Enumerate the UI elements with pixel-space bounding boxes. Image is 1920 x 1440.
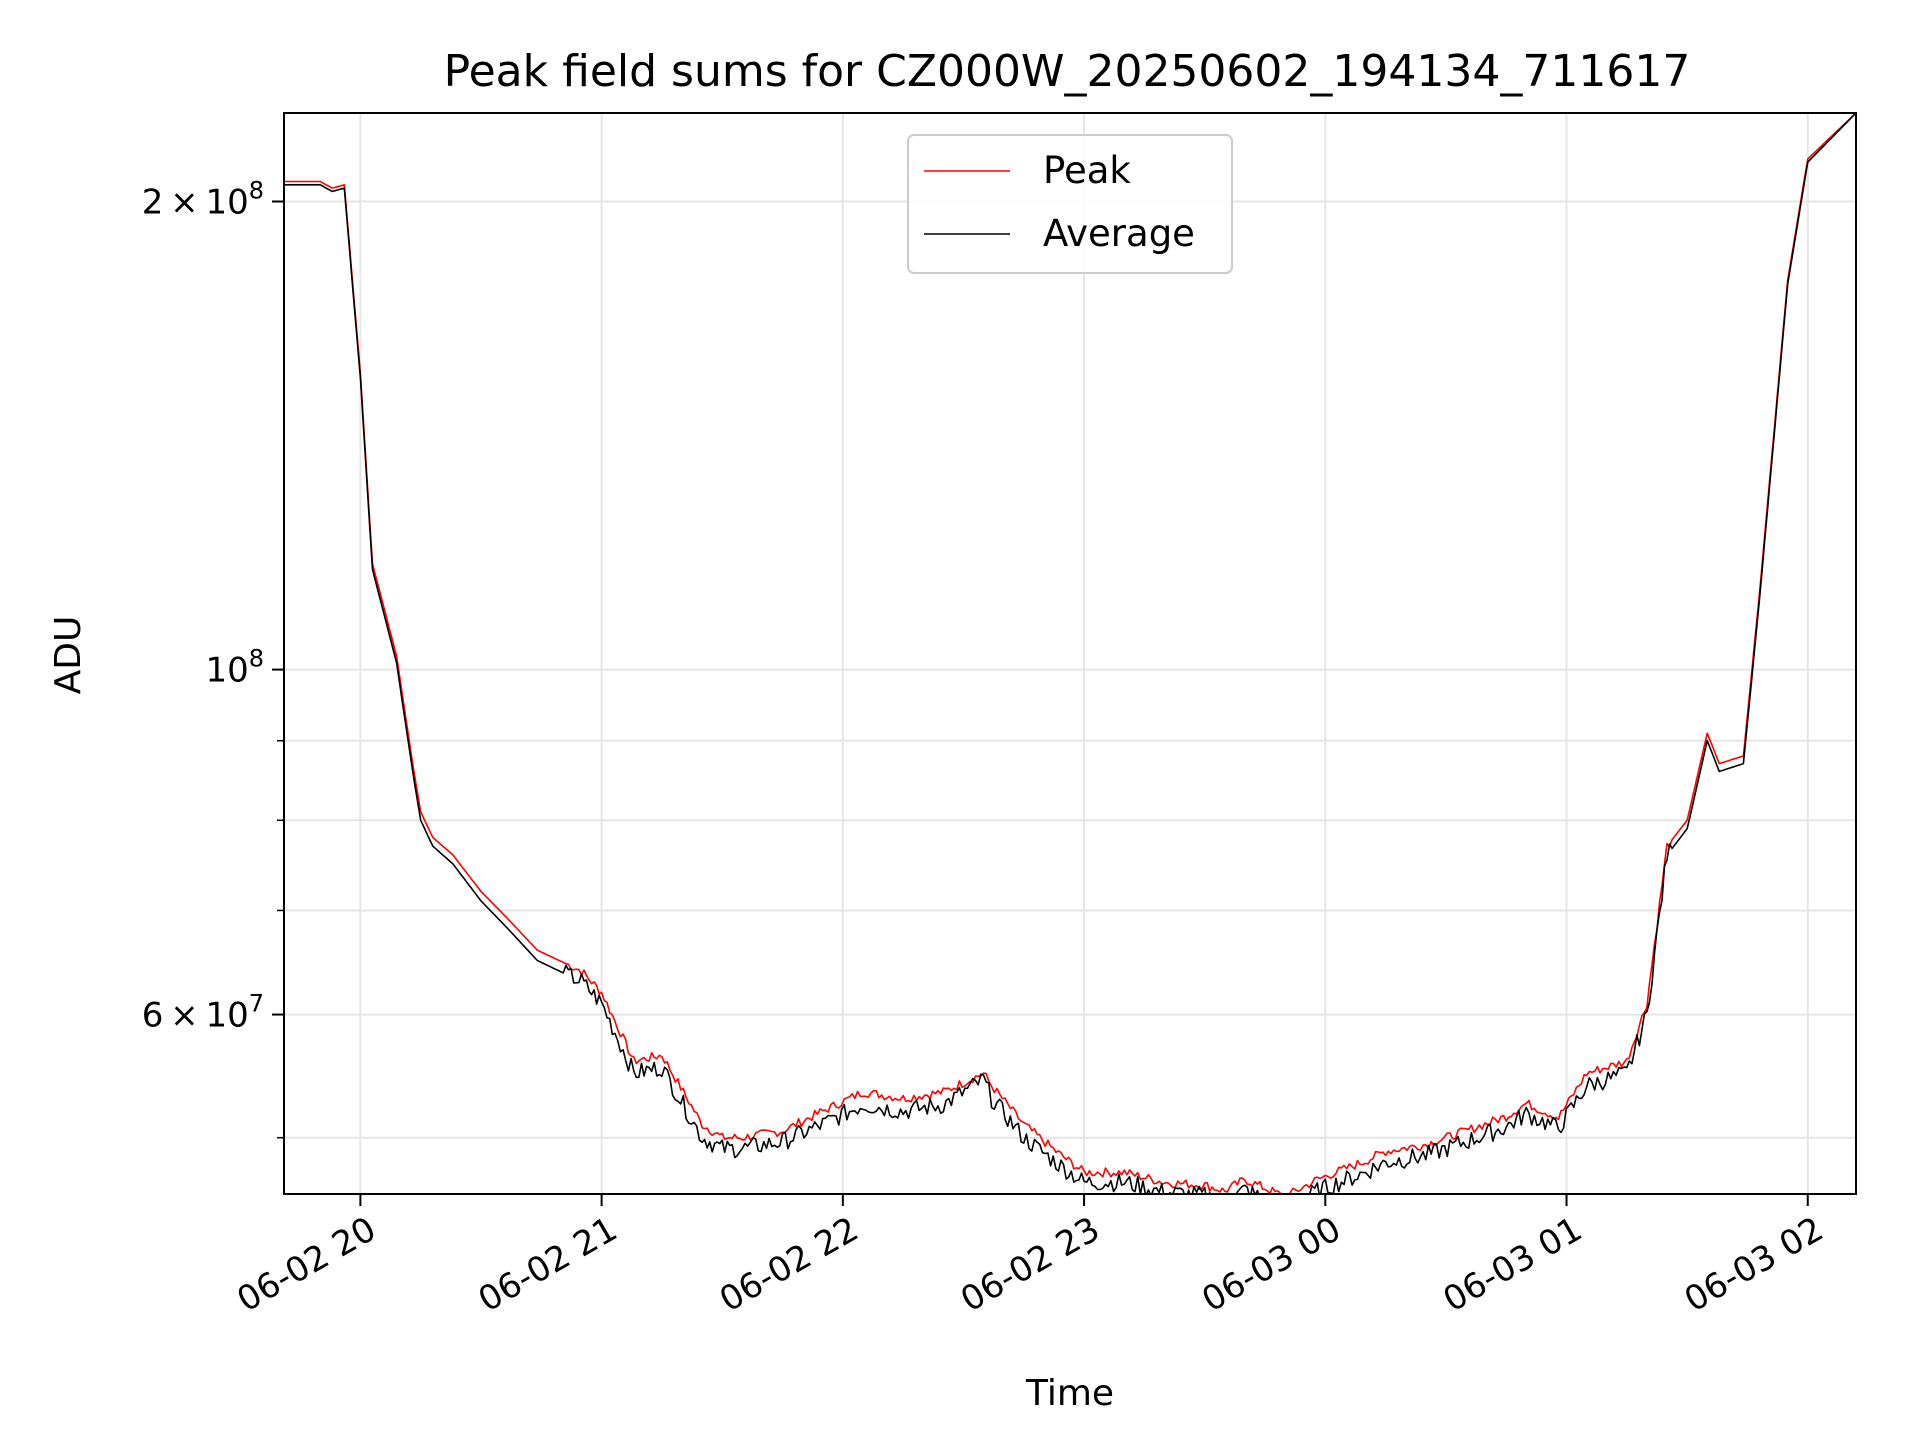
y-axis-label: ADU [48,616,89,695]
y-tick-label: 6 × 107 [142,990,264,1036]
chart-title: Peak field sums for CZ000W_20250602_1941… [444,46,1691,97]
grid-lines [284,113,1856,1194]
legend-box [907,134,1233,274]
series-layer [284,113,1856,1194]
y-tick-label: 108 [205,645,264,691]
series-line-peak [284,113,1856,1194]
legend-label-peak: Peak [1043,149,1131,192]
plot-frame [283,112,1857,1195]
y-tick-label: 2 × 108 [142,176,264,222]
legend: Peak Average [907,134,1233,274]
series-line-average [284,113,1856,1194]
y-axis: 2 × 108 108 6 × 107 [142,176,284,1139]
x-axis-label: Time [1025,1373,1114,1414]
legend-label-average: Average [1043,212,1195,255]
